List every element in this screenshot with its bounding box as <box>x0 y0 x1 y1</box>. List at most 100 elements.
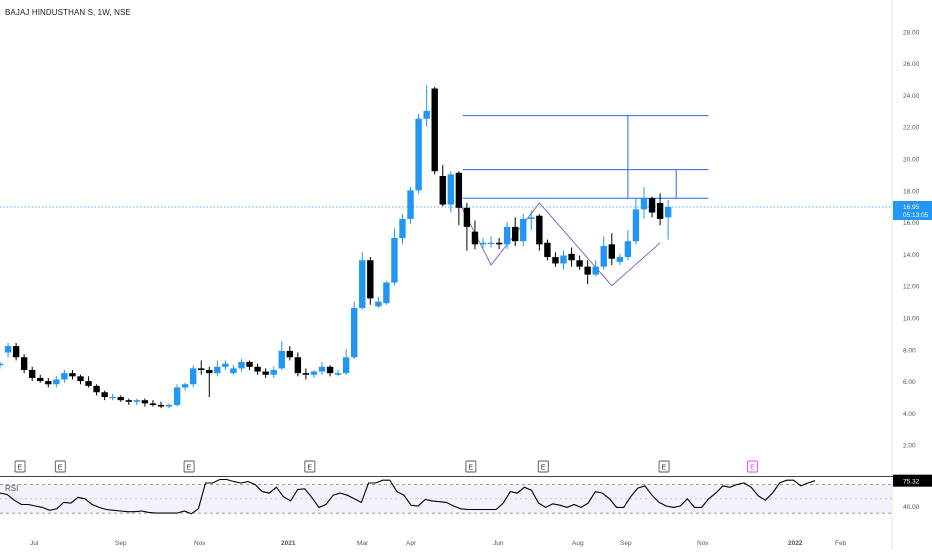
price-tick-label: 24.00 <box>903 93 920 100</box>
candle-body <box>20 357 28 370</box>
price-tick-label: 14.00 <box>903 252 920 259</box>
candle-body <box>495 242 503 245</box>
rsi-value-label: 75.32 <box>903 479 920 486</box>
candle-body <box>278 350 285 369</box>
candle-body <box>367 260 374 299</box>
earnings-marker-label: E <box>187 465 192 472</box>
earnings-marker-upcoming[interactable] <box>747 460 759 473</box>
earnings-marker[interactable] <box>537 460 549 473</box>
chart-title: BAJAJ HINDUSTHAN S, 1W, NSE <box>5 8 131 17</box>
candle-body <box>431 88 438 172</box>
candle-body <box>632 209 640 242</box>
candle-body <box>85 381 92 386</box>
time-tick-label: Nov <box>697 540 709 547</box>
candle-body <box>479 242 487 245</box>
candle-body <box>399 218 406 238</box>
candle-body <box>173 387 181 405</box>
price-tick-label: 2.00 <box>903 443 916 450</box>
candle-body <box>471 231 479 245</box>
earnings-marker-label: E <box>18 465 23 472</box>
candle-body <box>528 217 535 219</box>
candle-body <box>487 242 495 244</box>
candle-body <box>568 253 575 261</box>
rsi-label: RSI <box>5 484 19 493</box>
candle-body <box>439 175 446 205</box>
price-tick-label: 18.00 <box>903 188 920 195</box>
candle-body <box>12 346 20 358</box>
candle-body <box>165 404 173 407</box>
candle-body <box>608 244 615 259</box>
earnings-marker[interactable] <box>465 460 477 473</box>
earnings-marker[interactable] <box>54 460 66 473</box>
candle-body <box>342 357 350 374</box>
price-tick-label: 6.00 <box>903 379 916 386</box>
earnings-marker-label: E <box>541 465 546 472</box>
candle-body <box>133 400 141 402</box>
candle-body <box>326 366 334 374</box>
candle-body <box>254 366 261 372</box>
candle-body <box>77 376 84 382</box>
time-tick-label: Nov <box>194 540 206 547</box>
rsi-tick-label: 40.00 <box>903 504 920 511</box>
candle-body <box>302 373 310 375</box>
earnings-marker-label: E <box>58 465 63 472</box>
earnings-marker[interactable] <box>658 460 670 473</box>
countdown-label: 05:13:05 <box>903 212 929 219</box>
candle-body <box>640 198 648 210</box>
earnings-marker-label: E <box>468 465 473 472</box>
candle-body <box>230 368 237 374</box>
candle-body <box>463 207 471 227</box>
candle-body <box>190 368 197 385</box>
candle-body <box>648 198 656 213</box>
candle-body <box>310 371 318 375</box>
candle-body <box>61 373 68 380</box>
candle-body <box>512 226 519 242</box>
candle-body <box>664 206 672 218</box>
candle-body <box>359 260 366 308</box>
candle-body <box>383 282 390 304</box>
price-tick-label: 12.00 <box>903 284 920 291</box>
time-tick-label: Jul <box>30 540 39 547</box>
candle-body <box>351 307 358 358</box>
candle-body <box>423 110 430 119</box>
time-tick-label: Jun <box>493 540 504 547</box>
candle-body <box>503 226 511 245</box>
candle-body <box>45 381 52 385</box>
time-tick-label: Sep <box>620 540 632 547</box>
time-tick-label: Aug <box>572 540 584 547</box>
price-tick-label: 4.00 <box>903 411 916 418</box>
last-price-value: 16.95 <box>903 204 920 211</box>
candle-body <box>222 363 229 367</box>
time-tick-label: 2022 <box>788 540 803 547</box>
time-tick-label: Mar <box>357 540 369 547</box>
candle-body <box>29 369 36 378</box>
earnings-marker[interactable] <box>14 460 26 473</box>
candle-body <box>375 301 382 307</box>
candle-body <box>656 203 664 219</box>
time-tick-label: Apr <box>406 540 417 547</box>
earnings-marker[interactable] <box>304 460 316 473</box>
candle-body <box>520 218 527 242</box>
candle-body <box>149 403 157 405</box>
candle-body <box>214 366 221 374</box>
last-price-badge <box>893 200 932 220</box>
earnings-marker-label: E <box>307 465 312 472</box>
candle-body <box>93 385 100 393</box>
candle-body <box>560 255 567 264</box>
candle-body <box>544 242 551 258</box>
candle-body <box>101 392 108 397</box>
candle-body <box>246 362 253 367</box>
price-tick-label: 28.00 <box>903 29 920 36</box>
rsi-line <box>0 478 816 515</box>
candle-body <box>198 368 205 370</box>
earnings-marker[interactable] <box>183 460 195 473</box>
candle-body <box>592 266 599 275</box>
time-tick-label: Feb <box>835 540 847 547</box>
rsi-value-badge <box>893 474 932 487</box>
candle-body <box>286 350 293 358</box>
price-tick-label: 16.00 <box>903 220 920 227</box>
price-tick-label: 22.00 <box>903 125 920 132</box>
candle-body <box>157 404 165 407</box>
price-tick-label: 8.00 <box>903 347 916 354</box>
